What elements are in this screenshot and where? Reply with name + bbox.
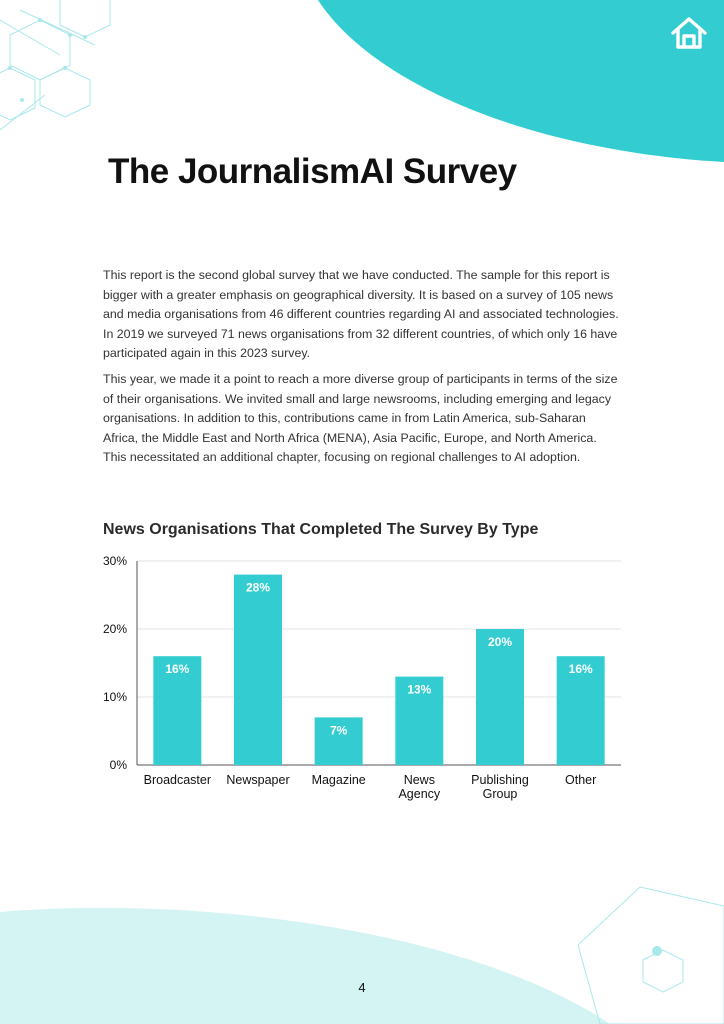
home-icon xyxy=(671,17,707,49)
bar-value-label: 16% xyxy=(569,662,593,676)
bar xyxy=(234,574,282,765)
page-title: The JournalismAI Survey xyxy=(108,152,517,191)
home-button[interactable] xyxy=(670,16,708,50)
bar xyxy=(153,656,202,765)
bar-value-label: 13% xyxy=(407,683,431,697)
x-tick-label: Newspaper xyxy=(226,773,289,787)
bar xyxy=(476,629,524,765)
x-tick-label: Agency xyxy=(398,787,440,801)
y-tick-label: 10% xyxy=(103,690,127,704)
bar-value-label: 16% xyxy=(165,662,189,676)
x-tick-label: Broadcaster xyxy=(144,773,211,787)
bar xyxy=(314,717,363,765)
y-tick-label: 30% xyxy=(103,554,127,568)
page-number: 4 xyxy=(358,980,366,995)
hexagon-pattern-top-left xyxy=(0,0,111,131)
x-tick-label: Publishing xyxy=(471,773,529,787)
y-tick-label: 0% xyxy=(110,758,128,772)
hexagon-dots-top-left xyxy=(8,18,87,102)
hexagon-pattern-bottom-right xyxy=(577,886,724,1024)
hexagon-dot-bottom-right xyxy=(652,946,662,956)
bar-value-label: 20% xyxy=(488,635,512,649)
x-tick-label: News xyxy=(404,773,435,787)
top-right-wave-shape xyxy=(318,0,724,162)
x-tick-label: Group xyxy=(483,787,518,801)
x-tick-label: Other xyxy=(565,773,596,787)
body-text: This report is the second global survey … xyxy=(103,266,623,474)
bar xyxy=(395,676,444,765)
chart-title: News Organisations That Completed The Su… xyxy=(103,521,539,538)
bar-value-label: 7% xyxy=(330,723,348,737)
bottom-wave-shape xyxy=(0,907,610,1024)
y-tick-label: 20% xyxy=(103,622,127,636)
paragraph: This report is the second global survey … xyxy=(103,268,619,361)
bar-value-label: 28% xyxy=(246,581,270,595)
bar xyxy=(556,656,605,765)
x-tick-label: Magazine xyxy=(312,773,366,787)
bar-chart: 0% 10% 20% 30% 16% Broadcaster 28% Newspaper 7% M… xyxy=(103,554,621,801)
paragraph: This year, we made it a point to reach a… xyxy=(103,371,618,465)
